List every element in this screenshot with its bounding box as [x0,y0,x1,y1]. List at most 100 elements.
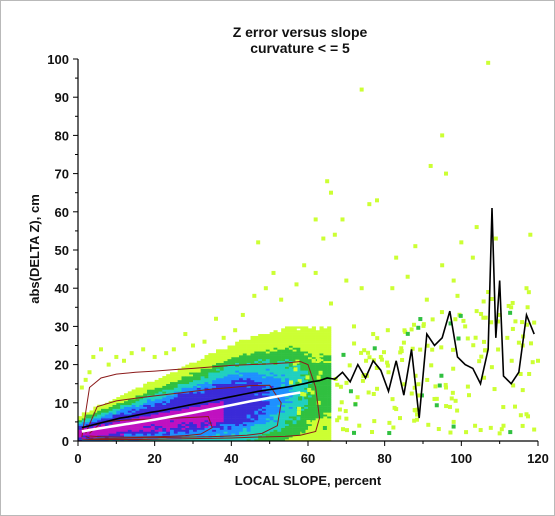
heat-cell [311,339,316,342]
heat-cell [131,435,136,438]
heat-cell [200,429,205,432]
heat-cell [300,423,305,427]
heat-cell [235,368,240,371]
heat-cell [223,356,228,360]
heat-cell [300,387,305,390]
heat-cell [177,408,182,411]
heat-cell [296,402,301,406]
outlier-cell [509,305,514,310]
heat-cell [235,351,240,354]
heat-cell [258,412,263,415]
heat-cell [273,332,278,335]
heat-cell [285,397,290,400]
heat-cell [277,425,282,428]
heat-cell [196,360,201,363]
outlier-cell [426,422,431,427]
outlier-cell [526,414,531,419]
heat-cell [223,429,228,432]
heat-cell [308,412,313,415]
heat-cell [200,381,205,384]
heat-cell [315,383,320,386]
outlier-cell [106,362,111,367]
heat-cell [319,374,324,377]
outlier-cell [329,190,333,195]
heat-cell [269,339,274,342]
heat-cell [208,381,213,384]
heat-cell [127,429,132,432]
heat-cell [124,406,129,409]
heat-cell [300,397,305,400]
heat-cell [101,416,106,419]
heat-cell [242,410,247,413]
heat-cell [200,387,205,390]
heat-cell [235,370,240,373]
heat-cell [170,387,175,390]
heat-cell [273,339,278,342]
heat-cell [269,341,274,344]
heat-cell [319,431,324,434]
heat-cell [254,404,259,407]
heat-cell [139,427,144,430]
heat-cell [308,383,313,386]
heat-cell [304,437,309,440]
heat-cell [311,366,316,369]
heat-cell [200,374,205,377]
heat-cell [196,408,201,411]
heat-cell [258,381,263,384]
heat-cell [200,406,205,409]
outlier-cell [313,270,318,275]
heat-cell [319,349,324,352]
heat-cell [254,341,259,344]
heat-cell [166,385,171,388]
heat-cell [97,418,102,421]
outlier-cell [501,423,506,428]
outlier-cell [425,377,430,382]
heat-cell [196,398,201,402]
outlier-cell [293,367,298,372]
heat-cell [231,347,236,350]
heat-cell [231,429,236,432]
outlier-cell [506,303,511,308]
heat-cell [285,355,290,358]
heat-cell [208,395,213,398]
heat-cell [315,332,320,335]
heat-cell [319,343,324,346]
heat-cell [231,416,236,419]
heat-cell [315,349,320,352]
heat-cell [277,431,282,434]
heat-cell [319,423,324,427]
heat-cell [204,377,209,381]
outlier-cell [332,232,337,237]
heat-cell [239,383,244,386]
heat-cell [227,402,232,406]
heat-cell [239,364,244,367]
heat-cell [269,416,274,419]
heat-cell [246,389,251,392]
heat-cell [292,370,297,373]
y-tick-label: 60 [55,205,69,220]
heat-cell [193,368,198,371]
outlier-cell [352,341,357,346]
heat-cell [285,419,290,423]
heat-cell [246,431,251,434]
heat-cell [250,421,255,425]
heat-cell [327,423,332,427]
heat-cell [112,414,117,417]
outlier-cell [325,179,330,184]
heat-cell [246,360,251,363]
heat-cell [181,372,186,375]
heat-cell [292,427,297,430]
heat-cell [315,437,320,440]
heat-cell [308,341,313,344]
heat-cell [269,376,274,379]
heat-cell [250,423,255,427]
heat-cell [292,437,297,440]
heat-cell [258,343,263,346]
heat-cell [327,421,332,425]
heat-cell [327,328,332,331]
heat-cell [327,330,332,333]
heat-cell [154,423,159,427]
heat-cell [150,387,155,390]
heat-cell [311,402,316,406]
heat-cell [204,410,209,413]
